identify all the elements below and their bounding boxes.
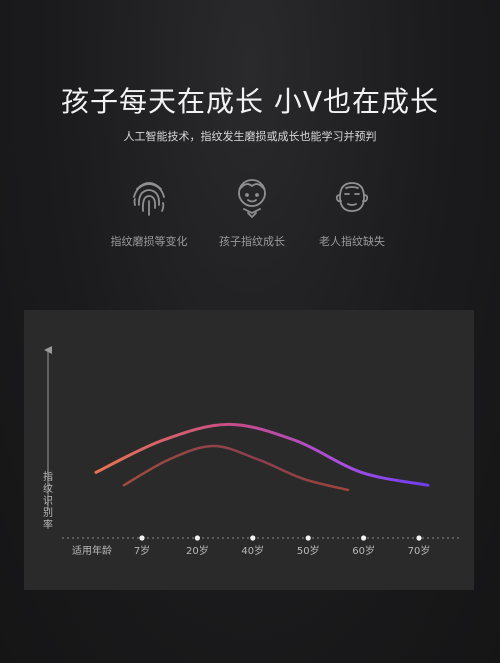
feature-child: 孩子指纹成长 bbox=[197, 175, 307, 249]
x-tick-dot bbox=[139, 535, 145, 541]
x-tick-label: 60岁 bbox=[352, 544, 375, 557]
x-tick-label: 70岁 bbox=[408, 544, 431, 557]
feature-elderly: 老人指纹缺失 bbox=[297, 175, 407, 249]
fingerprint-icon bbox=[133, 182, 165, 216]
child-face-icon bbox=[238, 179, 266, 218]
page-subtitle: 人工智能技术，指纹发生磨损或成长也能学习并预判 bbox=[123, 130, 377, 143]
x-tick-label: 40岁 bbox=[241, 544, 264, 557]
x-axis-label: 适用年龄 bbox=[72, 544, 112, 557]
x-tick-dot bbox=[194, 535, 200, 541]
x-tick-label: 20岁 bbox=[186, 544, 209, 557]
feature-fingerprint: 指纹磨损等变化 bbox=[94, 175, 204, 249]
x-tick-label: 7岁 bbox=[134, 544, 150, 557]
series-line-inner bbox=[122, 444, 350, 492]
page-title: 孩子每天在成长 小V也在成长 bbox=[60, 85, 440, 118]
series-line-main bbox=[94, 422, 430, 487]
x-tick-dot bbox=[305, 535, 311, 541]
elderly-face-icon bbox=[335, 182, 369, 212]
y-axis-label: 指纹识别率 bbox=[43, 470, 53, 531]
chart-panel: 指纹识别率适用年龄 7岁 20岁 40岁 50岁 60岁 70岁 bbox=[24, 310, 474, 590]
feature-label: 孩子指纹成长 bbox=[219, 235, 285, 248]
x-tick-dot bbox=[250, 535, 256, 541]
feature-label: 老人指纹缺失 bbox=[319, 235, 385, 248]
x-tick-label: 50岁 bbox=[297, 544, 320, 557]
feature-label: 指纹磨损等变化 bbox=[110, 235, 188, 248]
x-tick-dot bbox=[416, 535, 422, 541]
x-tick-dot bbox=[361, 535, 367, 541]
